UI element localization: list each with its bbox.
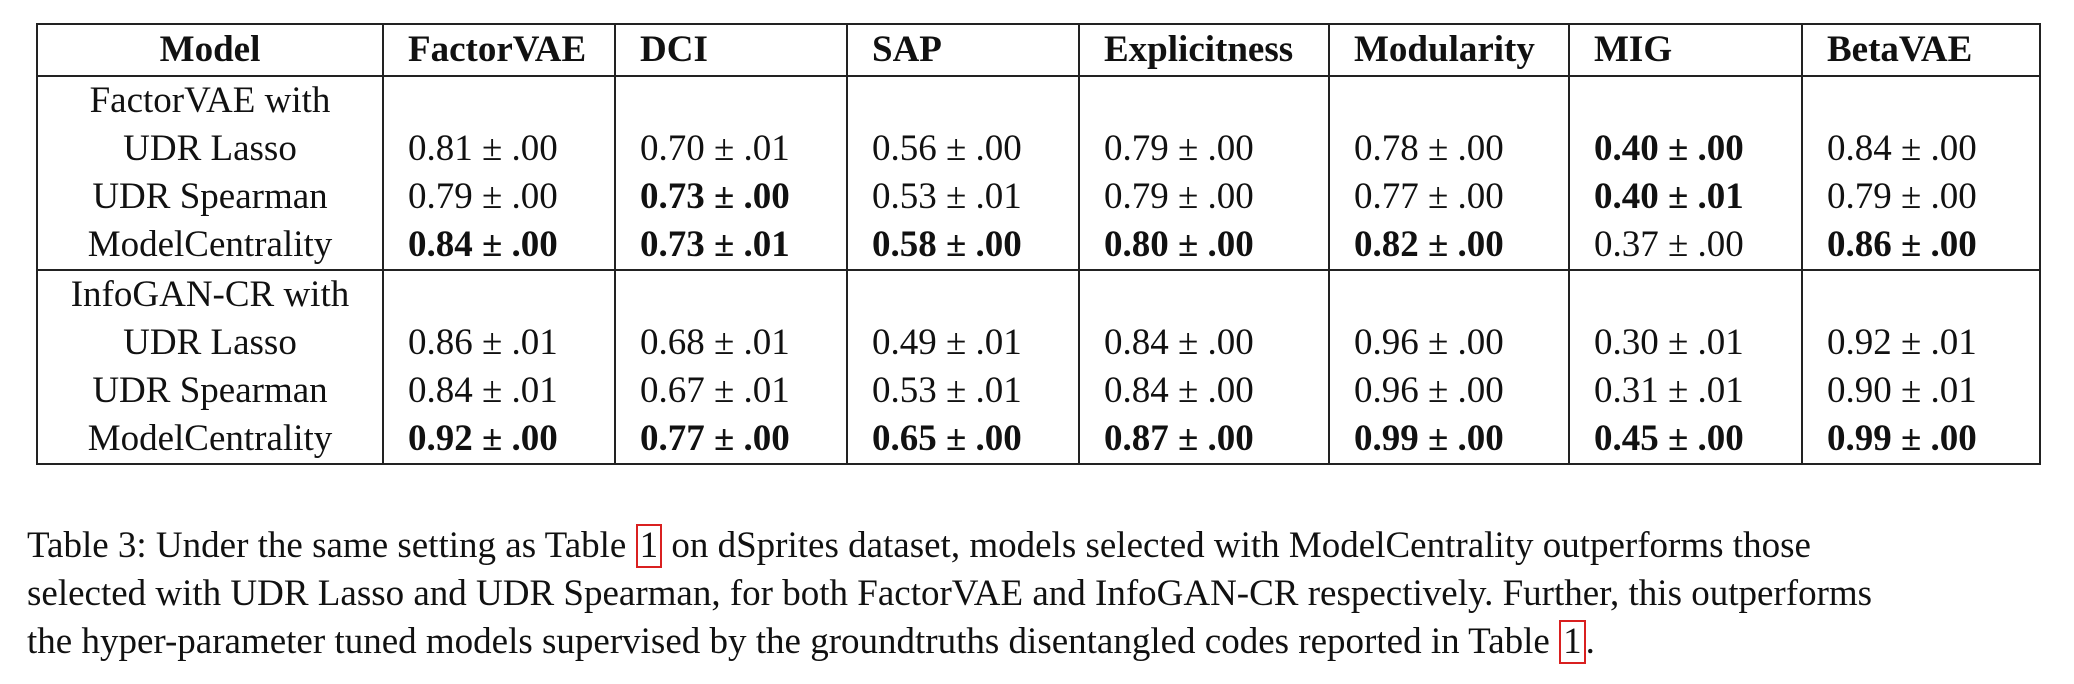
metric-value-cell: 0.86 ± .00 (1801, 221, 2041, 270)
metric-value-cell: 0.79 ± .00 (1801, 173, 2041, 221)
metric-value-cell: 0.96 ± .00 (1328, 367, 1570, 415)
metric-value-cell: 0.99 ± .00 (1801, 415, 2041, 464)
metric-value-cell: 0.84 ± .00 (1078, 319, 1330, 367)
empty-cell (1801, 269, 2041, 319)
empty-cell (1568, 269, 1803, 319)
empty-cell (1078, 269, 1330, 319)
model-name-cell: UDR Spearman (36, 173, 384, 221)
metric-value-cell: 0.77 ± .00 (1328, 173, 1570, 221)
metric-value-cell: 0.53 ± .01 (846, 367, 1080, 415)
metric-value-cell: 0.30 ± .01 (1568, 319, 1803, 367)
header-sap: SAP (846, 24, 1080, 77)
metric-value-cell: 0.79 ± .00 (382, 173, 616, 221)
empty-cell (1801, 76, 2041, 125)
header-factorvae: FactorVAE (382, 24, 616, 77)
metric-value-cell: 0.73 ± .00 (614, 173, 848, 221)
metric-value-cell: 0.68 ± .01 (614, 319, 848, 367)
metric-value-cell: 0.70 ± .01 (614, 125, 848, 173)
group-title-row: InfoGAN-CR with (36, 269, 2041, 319)
metric-value-cell: 0.40 ± .00 (1568, 125, 1803, 173)
metric-value-cell: 0.82 ± .00 (1328, 221, 1570, 270)
metric-value-cell: 0.49 ± .01 (846, 319, 1080, 367)
table-row: UDR Spearman 0.84 ± .01 0.67 ± .01 0.53 ± .… (36, 367, 2041, 415)
group-title: FactorVAE with (36, 76, 384, 125)
empty-cell (846, 269, 1080, 319)
table-row: ModelCentrality 0.92 ± .00 0.77 ± .00 0.65 … (36, 415, 2041, 464)
metric-value-cell: 0.80 ± .00 (1078, 221, 1330, 270)
table-row: UDR Lasso 0.86 ± .01 0.68 ± .01 0.49 ± .01 0… (36, 319, 2041, 367)
metric-value-cell: 0.40 ± .01 (1568, 173, 1803, 221)
metric-value-cell: 0.45 ± .00 (1568, 415, 1803, 464)
empty-cell (1568, 76, 1803, 125)
metric-value-cell: 0.87 ± .00 (1078, 415, 1330, 464)
results-table: Model FactorVAE DCI SAP Explicitness Mod… (36, 23, 2041, 465)
model-name-cell: ModelCentrality (36, 415, 384, 464)
metric-value-cell: 0.84 ± .01 (382, 367, 616, 415)
caption-text: on dSprites dataset, models selected wit… (662, 525, 1811, 566)
header-betavae: BetaVAE (1801, 24, 2041, 77)
table-caption: Table 3: Under the same setting as Table… (27, 522, 2057, 666)
metric-value-cell: 0.58 ± .00 (846, 221, 1080, 270)
metric-value-cell: 0.31 ± .01 (1568, 367, 1803, 415)
caption-line-2: selected with UDR Lasso and UDR Spearman… (27, 573, 1873, 614)
header-modularity: Modularity (1328, 24, 1570, 77)
metric-value-cell: 0.37 ± .00 (1568, 221, 1803, 270)
caption-text: Table 3: Under the same setting as Table (27, 525, 636, 566)
caption-text: the hyper-parameter tuned models supervi… (27, 621, 1560, 662)
table-ref-link[interactable]: 1 (1559, 620, 1586, 664)
metric-value-cell: 0.78 ± .00 (1328, 125, 1570, 173)
metric-value-cell: 0.84 ± .00 (1801, 125, 2041, 173)
empty-cell (1078, 76, 1330, 125)
table-row: ModelCentrality 0.84 ± .00 0.73 ± .01 0.58 … (36, 221, 2041, 270)
model-name-cell: ModelCentrality (36, 221, 384, 270)
group-title: InfoGAN-CR with (36, 269, 384, 319)
metric-value-cell: 0.96 ± .00 (1328, 319, 1570, 367)
metric-value-cell: 0.79 ± .00 (1078, 173, 1330, 221)
header-row: Model FactorVAE DCI SAP Explicitness Mod… (36, 24, 2041, 77)
model-name-cell: UDR Lasso (36, 125, 384, 173)
empty-cell (382, 76, 616, 125)
metric-value-cell: 0.53 ± .01 (846, 173, 1080, 221)
header-model: Model (36, 24, 384, 77)
metric-value-cell: 0.81 ± .00 (382, 125, 616, 173)
header-explicitness: Explicitness (1078, 24, 1330, 77)
metric-value-cell: 0.67 ± .01 (614, 367, 848, 415)
group-title-row: FactorVAE with (36, 76, 2041, 125)
metric-value-cell: 0.84 ± .00 (382, 221, 616, 270)
empty-cell (614, 269, 848, 319)
caption-line-3: the hyper-parameter tuned models supervi… (27, 618, 2057, 666)
empty-cell (382, 269, 616, 319)
empty-cell (846, 76, 1080, 125)
caption-line-1: Table 3: Under the same setting as Table… (27, 522, 2057, 570)
table-body: FactorVAE with UDR Lasso 0.81 ± .00 0.70 ± … (36, 76, 2041, 464)
table-ref-link[interactable]: 1 (635, 524, 663, 568)
metric-value-cell: 0.92 ± .01 (1801, 319, 2041, 367)
metric-value-cell: 0.73 ± .01 (614, 221, 848, 270)
table-row: UDR Lasso 0.81 ± .00 0.70 ± .01 0.56 ± .00 0… (36, 125, 2041, 173)
header-mig: MIG (1568, 24, 1803, 77)
model-name-cell: UDR Spearman (36, 367, 384, 415)
caption-text: . (1585, 621, 1595, 662)
metric-value-cell: 0.77 ± .00 (614, 415, 848, 464)
empty-cell (1328, 76, 1570, 125)
metric-value-cell: 0.90 ± .01 (1801, 367, 2041, 415)
table-row: UDR Spearman 0.79 ± .00 0.73 ± .00 0.53 ± .… (36, 173, 2041, 221)
header-dci: DCI (614, 24, 848, 77)
metric-value-cell: 0.79 ± .00 (1078, 125, 1330, 173)
model-name-cell: UDR Lasso (36, 319, 384, 367)
empty-cell (614, 76, 848, 125)
metric-value-cell: 0.65 ± .00 (846, 415, 1080, 464)
empty-cell (1328, 269, 1570, 319)
metric-value-cell: 0.56 ± .00 (846, 125, 1080, 173)
metric-value-cell: 0.99 ± .00 (1328, 415, 1570, 464)
metric-value-cell: 0.92 ± .00 (382, 415, 616, 464)
metric-value-cell: 0.86 ± .01 (382, 319, 616, 367)
metric-value-cell: 0.84 ± .00 (1078, 367, 1330, 415)
